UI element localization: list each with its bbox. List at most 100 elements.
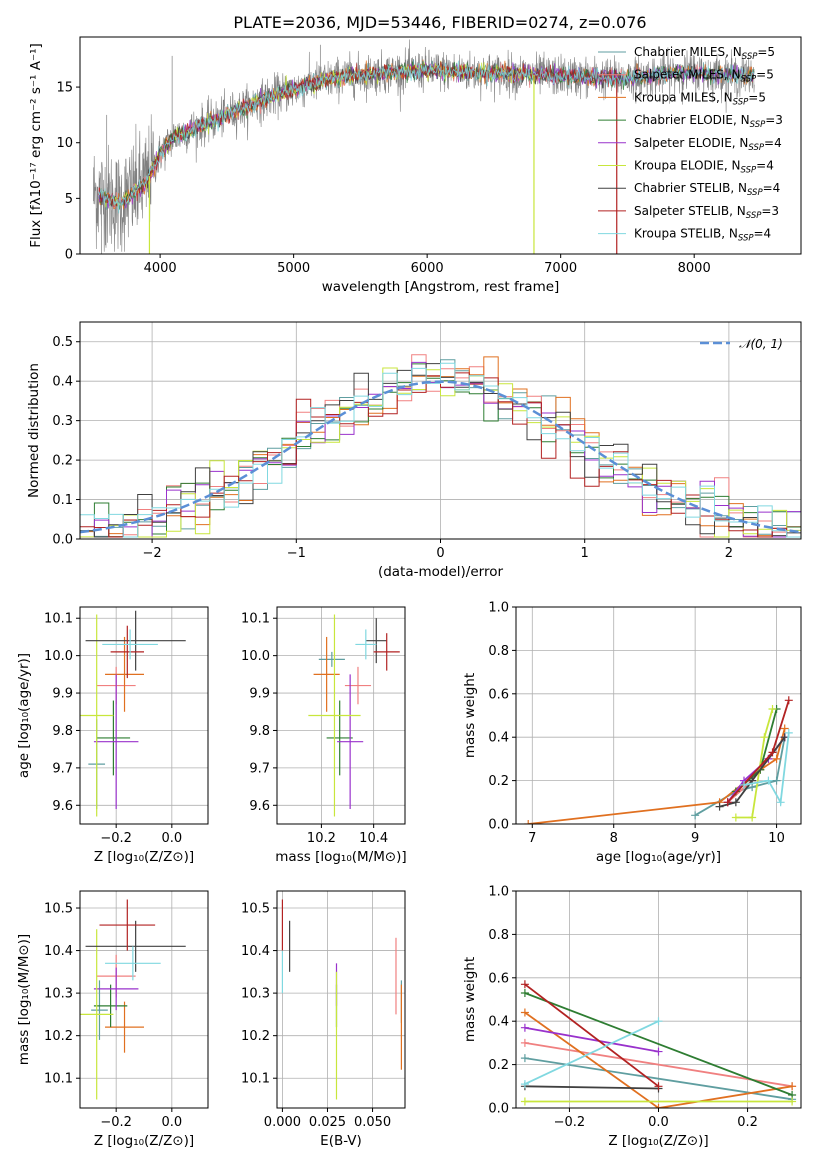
legend-tail: =4 (756, 159, 774, 173)
y-tick-label: 10.3 (241, 987, 270, 1002)
y-tick-label: 0.4 (488, 731, 509, 746)
y-axis-label: mass weight (462, 957, 478, 1042)
x-tick-label: 5000 (277, 261, 310, 276)
weight-line-chabrier_elodie (735, 708, 778, 793)
legend-text: Chabrier ELODIE, N (634, 113, 750, 127)
legend-entry: 𝒩(0, 1) (739, 337, 783, 351)
x-tick-label: 2 (725, 546, 733, 561)
x-axis-label: wavelength [Angstrom, rest frame] (322, 279, 560, 295)
y-tick-label: 15 (56, 81, 73, 96)
y-tick-label: 0.6 (488, 687, 509, 702)
panel-mass-vs-metallicity: −0.2 0.0 10.1 10.2 10.3 10.4 10.5 Z [log₁₀(Z/Z⊙… (16, 890, 209, 1149)
y-tick-label: 10.1 (241, 1072, 270, 1087)
figure-title: PLATE=2036, MJD=53446, FIBERID=0274, z=0… (233, 13, 646, 32)
legend-sub: SSP (741, 166, 757, 176)
weight-marker (780, 724, 789, 733)
weight-line-kroupa_miles (528, 728, 786, 824)
y-tick-label: 1.0 (488, 885, 509, 900)
y-tick-label: 0.2 (52, 454, 73, 469)
y-tick-label: 10.4 (44, 944, 73, 959)
legend-tail: =5 (756, 68, 774, 82)
y-tick-label: 0.5 (52, 335, 73, 350)
weight-marker (520, 980, 529, 989)
y-tick-label: 0.3 (52, 414, 73, 429)
y-tick-label: 0.2 (488, 1058, 509, 1073)
x-tick-label: 0.0 (648, 1115, 669, 1130)
weight-marker (520, 1038, 529, 1047)
axes-frame (276, 606, 406, 825)
y-tick-label: 10.4 (241, 944, 270, 959)
x-tick-label: 10.2 (307, 831, 336, 846)
x-tick-label: −1 (287, 546, 306, 561)
y-axis-label: Normed distribution (26, 363, 42, 498)
legend-entry: Chabrier STELIB, NSSP=4 (634, 181, 780, 198)
y-tick-label: 10.2 (44, 1029, 73, 1044)
weight-marker (723, 798, 732, 807)
legend-text: Salpeter ELODIE, N (634, 136, 748, 150)
axes-frame (276, 890, 406, 1109)
weight-line-salpeter_miles (524, 1042, 793, 1088)
y-axis-label: age [log₁₀(age/yr)] (16, 653, 32, 778)
y-tick-label: 10.1 (44, 612, 73, 627)
legend-text: Kroupa ELODIE, N (634, 159, 741, 173)
legend-entry: Kroupa ELODIE, NSSP=4 (634, 159, 774, 176)
y-tick-label: 0 (65, 248, 73, 263)
weight-marker (784, 696, 793, 705)
weight-line-salpeter_stelib (524, 983, 660, 1088)
legend-sub: SSP (750, 120, 766, 130)
y-axis-label: mass weight (462, 673, 478, 758)
plot-area (308, 614, 400, 817)
axes-frame (79, 36, 802, 255)
legend-sub: SSP (741, 75, 757, 85)
model-kroupa_stelib (98, 60, 755, 214)
x-axis-label: E(B-V) (320, 1133, 362, 1149)
normal-curve (80, 380, 801, 534)
y-tick-label: 10.1 (44, 1072, 73, 1087)
y-tick-label: 9.8 (249, 724, 270, 739)
legend-entry: Salpeter STELIB, NSSP=3 (634, 204, 779, 221)
weight-line-chabrier_miles (524, 1057, 793, 1101)
y-tick-label: 0.6 (488, 971, 509, 986)
weight-marker (772, 776, 781, 785)
weight-marker (764, 776, 773, 785)
weight-marker (524, 820, 533, 824)
x-tick-label: 9 (691, 831, 699, 846)
y-tick-label: 5 (65, 192, 73, 207)
weight-marker (654, 1017, 663, 1026)
legend-entry: Kroupa STELIB, NSSP=4 (634, 227, 771, 244)
x-tick-label: −0.2 (554, 1115, 586, 1130)
x-tick-label: 0.0 (161, 1115, 182, 1130)
weight-line-chabrier_stelib (524, 1085, 659, 1090)
y-tick-label: 9.6 (249, 799, 270, 814)
y-tick-label: 10.5 (44, 902, 73, 917)
weight-marker (788, 1082, 797, 1091)
legend-text: Salpeter MILES, N (634, 68, 741, 82)
y-tick-label: 9.7 (52, 761, 73, 776)
x-tick-label: 0.000 (264, 1115, 301, 1130)
legend-text: Kroupa MILES, N (634, 90, 733, 104)
x-axis-label: Z [log₁₀(Z/Z⊙)] (94, 849, 194, 865)
x-tick-label: 0.050 (354, 1115, 391, 1130)
plot-area (520, 980, 797, 1108)
weight-marker (776, 798, 785, 807)
y-tick-label: 0.0 (52, 533, 73, 548)
plot-area (93, 39, 755, 254)
plot-area (80, 899, 186, 1100)
x-tick-label: 0.2 (737, 1115, 758, 1130)
weight-marker (520, 1054, 529, 1063)
legend-text: Chabrier MILES, N (634, 45, 742, 59)
legend-entry: Chabrier ELODIE, NSSP=3 (634, 113, 783, 130)
legend-tail: =3 (765, 113, 783, 127)
weight-marker (731, 813, 740, 822)
weight-line-kroupa_miles (524, 1011, 793, 1108)
weight-marker (691, 811, 700, 820)
y-tick-label: 9.8 (52, 724, 73, 739)
legend-sub: SSP (742, 52, 758, 62)
y-tick-label: 0.8 (488, 928, 509, 943)
weight-marker (520, 1008, 529, 1017)
x-tick-label: −2 (143, 546, 162, 561)
plot-area (80, 610, 186, 817)
weight-marker (654, 1082, 663, 1091)
x-tick-label: 7 (528, 831, 536, 846)
